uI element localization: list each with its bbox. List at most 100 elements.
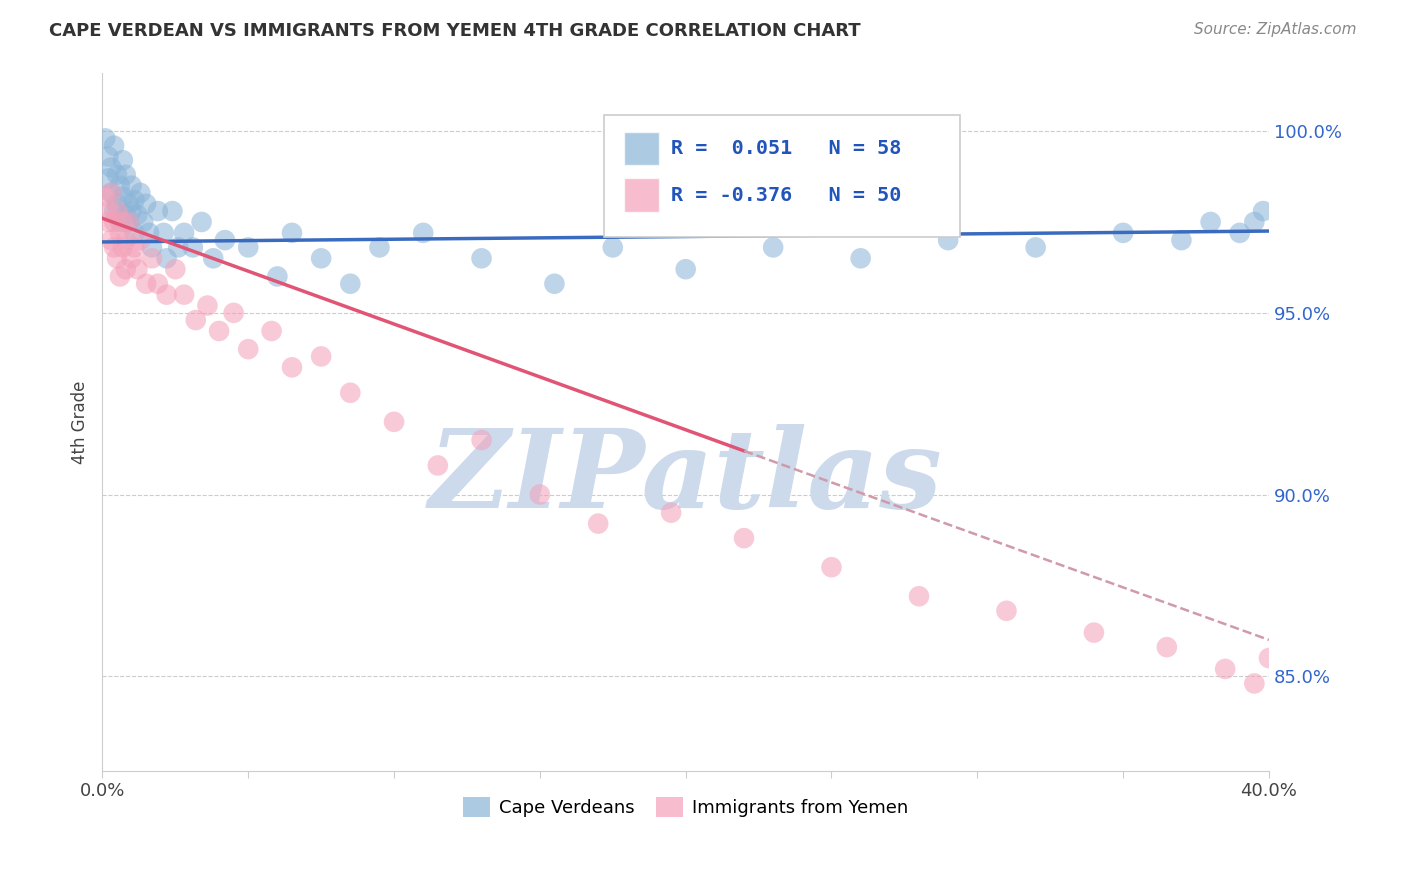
Point xyxy=(733,531,755,545)
Point xyxy=(1258,651,1281,665)
Point xyxy=(124,226,146,240)
Point xyxy=(132,215,155,229)
Point xyxy=(135,277,157,291)
Point xyxy=(173,287,195,301)
Point xyxy=(141,240,163,254)
Point xyxy=(135,196,157,211)
Point xyxy=(339,277,361,291)
Point xyxy=(127,262,149,277)
Point xyxy=(214,233,236,247)
Point xyxy=(586,516,609,531)
Point xyxy=(100,233,122,247)
Point xyxy=(165,262,187,277)
Point xyxy=(849,252,872,266)
Point xyxy=(97,204,120,219)
Point xyxy=(114,168,136,182)
Point xyxy=(94,131,117,145)
Point xyxy=(1170,233,1192,247)
Point xyxy=(820,560,842,574)
Point xyxy=(114,262,136,277)
Text: ZIPatlas: ZIPatlas xyxy=(429,424,942,532)
Point xyxy=(146,204,169,219)
Point xyxy=(602,240,624,254)
Point xyxy=(105,204,128,219)
Point xyxy=(155,252,177,266)
Point xyxy=(97,215,120,229)
Point xyxy=(138,226,160,240)
Point xyxy=(1156,640,1178,654)
Text: R = -0.376   N = 50: R = -0.376 N = 50 xyxy=(671,186,901,204)
Point xyxy=(100,186,122,200)
Point xyxy=(97,171,120,186)
Point xyxy=(936,233,959,247)
Point xyxy=(208,324,231,338)
Point xyxy=(238,240,260,254)
Point xyxy=(111,189,134,203)
Point xyxy=(121,204,143,219)
Point xyxy=(118,215,141,229)
Point xyxy=(111,153,134,168)
Point xyxy=(111,215,134,229)
Point xyxy=(97,150,120,164)
Point xyxy=(121,252,143,266)
Point xyxy=(108,178,131,193)
Bar xyxy=(624,132,659,165)
Text: R =  0.051   N = 58: R = 0.051 N = 58 xyxy=(671,139,901,158)
Point xyxy=(426,458,449,473)
Point xyxy=(1213,662,1236,676)
Point xyxy=(281,360,304,375)
Point xyxy=(543,277,565,291)
Point xyxy=(103,240,125,254)
Point xyxy=(659,506,682,520)
Point xyxy=(124,193,146,207)
Point xyxy=(309,350,332,364)
Point xyxy=(129,233,152,247)
Point xyxy=(266,269,288,284)
Point xyxy=(1199,215,1222,229)
Point xyxy=(184,313,207,327)
Point xyxy=(382,415,405,429)
Point xyxy=(238,342,260,356)
Point xyxy=(108,269,131,284)
Point xyxy=(103,138,125,153)
Point xyxy=(121,178,143,193)
Point xyxy=(100,186,122,200)
Point xyxy=(309,252,332,266)
Point xyxy=(114,208,136,222)
Point xyxy=(118,196,141,211)
Point xyxy=(281,226,304,240)
Point xyxy=(141,252,163,266)
Point xyxy=(152,226,174,240)
Point xyxy=(412,226,434,240)
Text: Source: ZipAtlas.com: Source: ZipAtlas.com xyxy=(1194,22,1357,37)
Point xyxy=(167,240,190,254)
Point xyxy=(118,215,141,229)
Point xyxy=(260,324,283,338)
Point xyxy=(124,240,146,254)
Point xyxy=(127,208,149,222)
Point xyxy=(108,226,131,240)
Point xyxy=(146,277,169,291)
Bar xyxy=(624,178,659,211)
Point xyxy=(108,215,131,229)
Point xyxy=(762,240,785,254)
Point xyxy=(190,215,212,229)
Point xyxy=(202,252,225,266)
Point xyxy=(105,252,128,266)
Point xyxy=(173,226,195,240)
Point xyxy=(470,433,492,447)
Point xyxy=(105,168,128,182)
Point xyxy=(675,262,697,277)
Point xyxy=(1112,226,1135,240)
Point xyxy=(129,186,152,200)
Point xyxy=(111,240,134,254)
Point xyxy=(995,604,1018,618)
Point xyxy=(1251,204,1274,219)
Point xyxy=(908,589,931,603)
Point xyxy=(181,240,204,254)
Y-axis label: 4th Grade: 4th Grade xyxy=(72,380,89,464)
Point xyxy=(94,189,117,203)
Point xyxy=(1243,215,1265,229)
Point xyxy=(339,385,361,400)
Point xyxy=(529,487,551,501)
